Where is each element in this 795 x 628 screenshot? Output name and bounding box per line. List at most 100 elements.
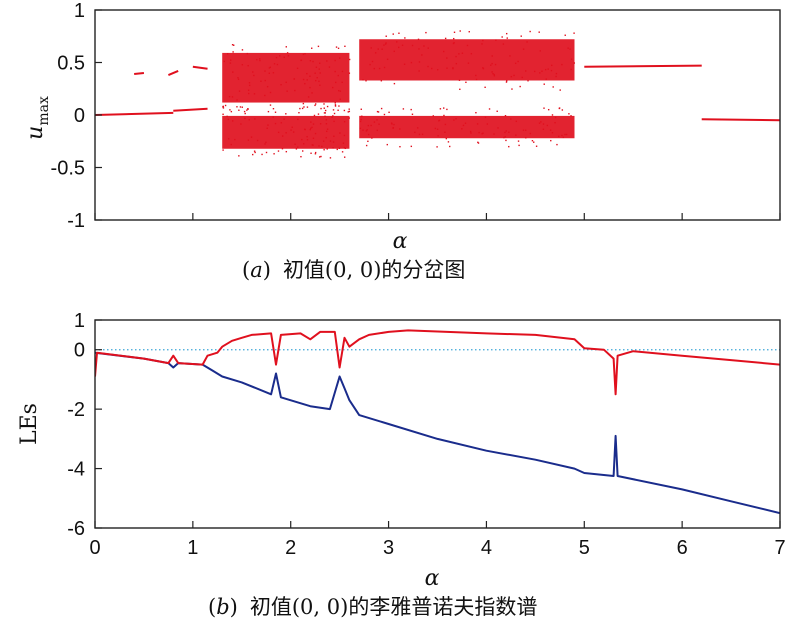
band-point [319,72,321,74]
band-point [317,45,320,48]
band-point [309,86,311,89]
band-point [285,81,287,84]
band-point [281,147,284,150]
band-point [475,78,478,81]
band-point [554,121,556,124]
band-point [236,106,238,108]
band-point [329,157,332,159]
band-point [337,47,340,50]
band-point [332,141,335,143]
band-point [343,156,346,158]
band-point [248,92,250,95]
band-point [481,133,483,135]
band-point [390,122,393,124]
band-point [256,139,259,142]
y-tick-label: 0 [74,340,85,362]
band-point [326,60,328,62]
band-point [381,48,383,50]
band-point [561,109,564,111]
band-point [268,72,270,74]
band-point [222,149,224,151]
y-tick-label: -2 [67,399,85,421]
band-point [316,77,318,79]
band-point [488,108,491,110]
band-point [543,107,545,109]
band-point [569,48,571,50]
band-point [310,127,312,129]
band-point [277,131,280,134]
band-point [324,112,326,114]
band-point [411,113,414,115]
band-point [386,58,389,61]
band-point [533,70,536,73]
band-point [539,72,541,74]
band-point [229,109,231,111]
band-point [275,56,278,59]
band-point [314,151,317,154]
band-point [335,46,338,48]
band-point [274,111,277,113]
band-point [348,117,350,119]
band-point [531,140,534,142]
band-point [543,83,545,85]
bifurcation-x-axis-label: α [393,229,408,254]
y-tick-label: -4 [67,459,85,481]
band-point [241,64,244,66]
band-point [525,70,527,72]
band-point [508,145,510,148]
band-point [311,144,313,146]
band-point [261,153,263,156]
band-point [292,131,295,133]
band-point [470,52,473,55]
band-point [347,111,349,113]
periodic-branch [584,64,702,68]
band-point [438,120,440,122]
band-point [570,58,573,60]
band-point [455,62,458,65]
band-point [297,146,299,148]
band-point [310,121,312,123]
band-point [299,107,301,110]
band-point [558,107,561,110]
band-point [542,128,545,130]
band-point [366,129,368,131]
band-point [303,128,306,131]
band-point [272,107,275,110]
x-tick-label: 5 [579,537,590,559]
band-point [326,130,328,133]
band-point [338,147,341,149]
band-point [496,110,498,112]
band-point [333,112,336,115]
band-point [481,43,483,45]
band-point [570,68,572,71]
band-point [222,107,225,109]
band-point [462,124,465,127]
band-point [252,153,254,156]
band-point [522,48,525,50]
band-point [564,34,566,36]
band-point [559,89,561,91]
band-point [431,67,433,70]
band-point [319,123,322,125]
band-point [465,81,467,84]
band-point [373,67,376,70]
band-point [227,118,230,121]
band-point [301,150,304,152]
band-point [337,74,339,77]
chaotic-band [359,107,575,148]
band-point [334,102,336,104]
band-point [511,88,513,90]
band-point [506,37,508,39]
band-point [494,63,497,66]
band-point [535,145,538,147]
y-tick-label: -0.5 [51,158,85,180]
band-point [558,135,560,138]
band-point [383,44,385,46]
band-point [484,86,486,88]
band-point [238,109,240,111]
bifurcation-x-ticks [94,213,781,220]
band-point [423,45,425,47]
band-point [411,44,414,47]
band-point [396,41,398,43]
periodic-branch [95,111,174,116]
